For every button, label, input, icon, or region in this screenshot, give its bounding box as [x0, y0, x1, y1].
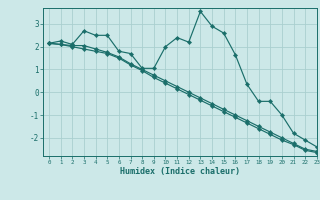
X-axis label: Humidex (Indice chaleur): Humidex (Indice chaleur): [120, 167, 240, 176]
